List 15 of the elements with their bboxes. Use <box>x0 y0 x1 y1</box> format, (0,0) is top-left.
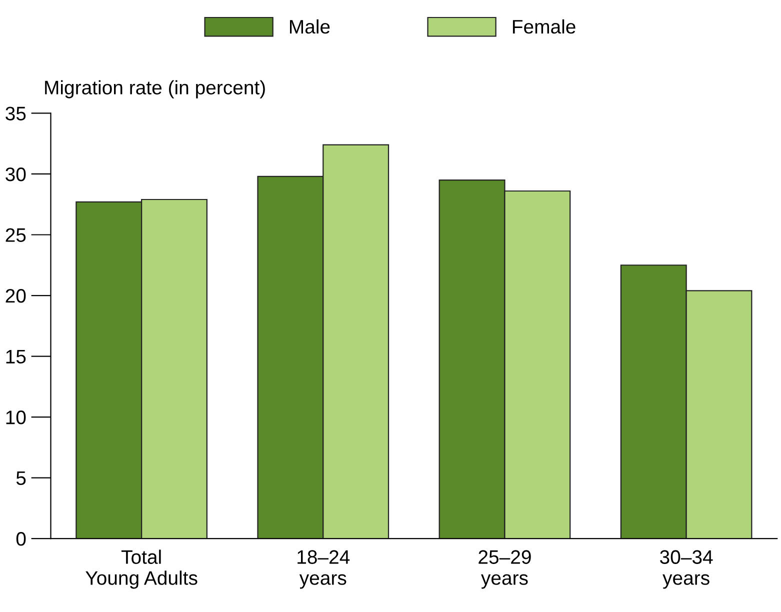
legend-label: Male <box>290 19 330 34</box>
y-axis-title: Migration rate (in percent) <box>45 80 265 98</box>
y-tick-label: 15 <box>6 350 26 364</box>
x-tick-label: 25–29 years <box>478 550 531 589</box>
y-tick-label: 25 <box>6 228 26 242</box>
x-tick-label: 18–24 years <box>298 550 350 589</box>
x-tick-label: 30–34 years <box>660 550 713 589</box>
y-tick-label: 20 <box>6 288 26 303</box>
y-tick-label: 35 <box>6 106 26 120</box>
y-tick-label: 30 <box>6 167 26 182</box>
y-tick-label: 0 <box>16 532 26 546</box>
y-tick-label: 5 <box>16 471 26 486</box>
x-tick-label: Total Young Adults <box>86 550 198 589</box>
legend-label: Female <box>512 19 576 34</box>
y-tick-label: 10 <box>6 410 26 424</box>
